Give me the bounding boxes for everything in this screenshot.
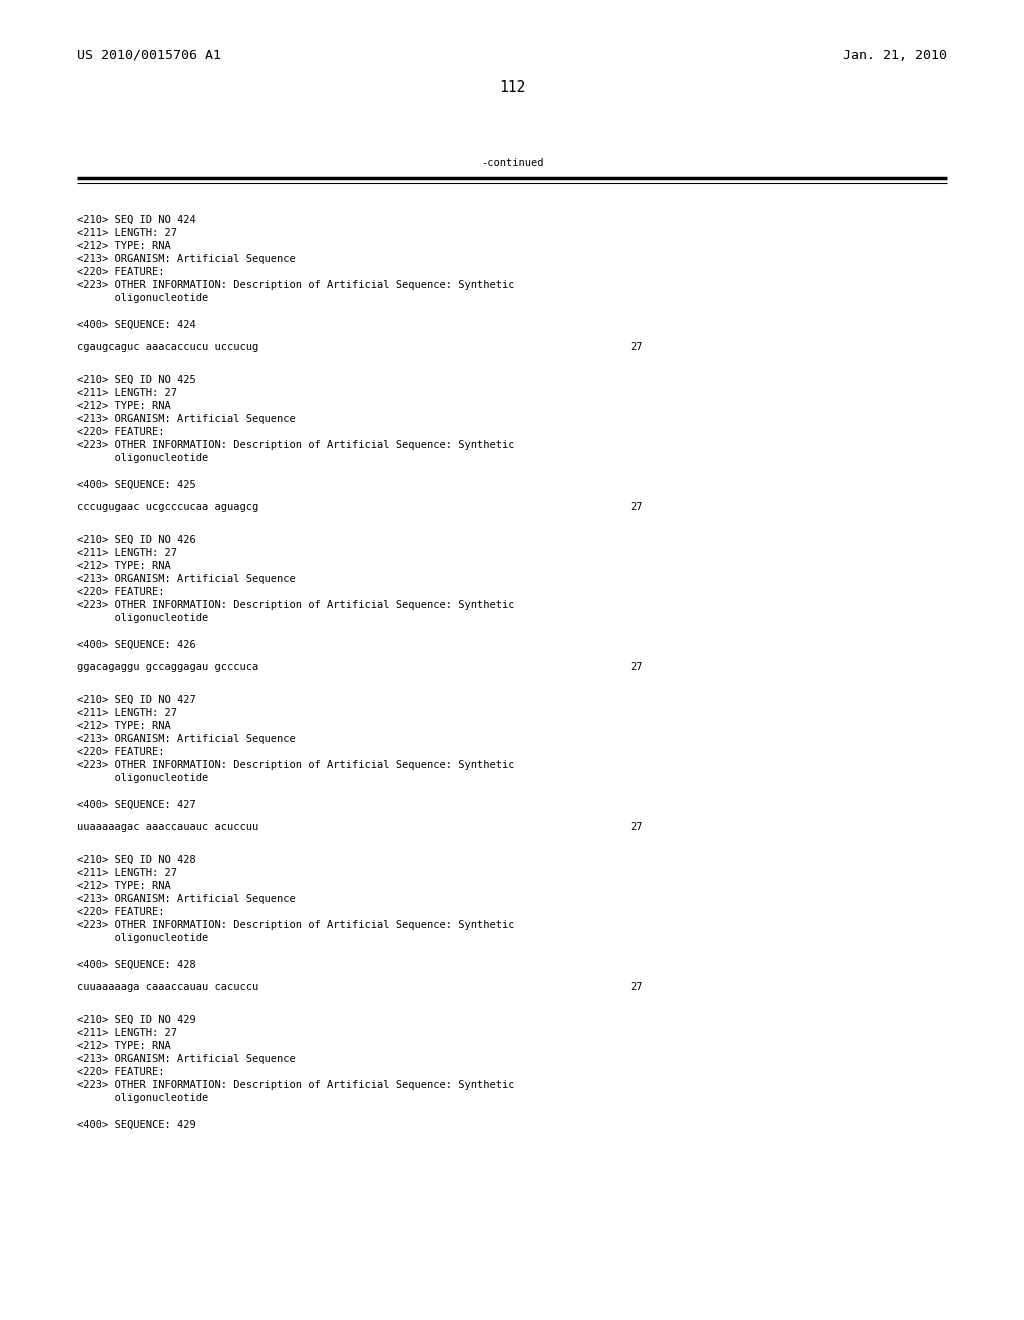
Text: <210> SEQ ID NO 426: <210> SEQ ID NO 426: [77, 535, 196, 545]
Text: <212> TYPE: RNA: <212> TYPE: RNA: [77, 880, 171, 891]
Text: oligonucleotide: oligonucleotide: [77, 293, 208, 304]
Text: <210> SEQ ID NO 425: <210> SEQ ID NO 425: [77, 375, 196, 385]
Text: ggacagaggu gccaggagau gcccuca: ggacagaggu gccaggagau gcccuca: [77, 663, 258, 672]
Text: US 2010/0015706 A1: US 2010/0015706 A1: [77, 49, 221, 62]
Text: <212> TYPE: RNA: <212> TYPE: RNA: [77, 1041, 171, 1051]
Text: <213> ORGANISM: Artificial Sequence: <213> ORGANISM: Artificial Sequence: [77, 414, 296, 424]
Text: <210> SEQ ID NO 429: <210> SEQ ID NO 429: [77, 1015, 196, 1026]
Text: <211> LENGTH: 27: <211> LENGTH: 27: [77, 869, 177, 878]
Text: <220> FEATURE:: <220> FEATURE:: [77, 587, 165, 597]
Text: <212> TYPE: RNA: <212> TYPE: RNA: [77, 242, 171, 251]
Text: uuaaaaagac aaaccauauc acuccuu: uuaaaaagac aaaccauauc acuccuu: [77, 822, 258, 832]
Text: <211> LENGTH: 27: <211> LENGTH: 27: [77, 548, 177, 558]
Text: <400> SEQUENCE: 427: <400> SEQUENCE: 427: [77, 800, 196, 810]
Text: <220> FEATURE:: <220> FEATURE:: [77, 907, 165, 917]
Text: <211> LENGTH: 27: <211> LENGTH: 27: [77, 1028, 177, 1038]
Text: <400> SEQUENCE: 424: <400> SEQUENCE: 424: [77, 319, 196, 330]
Text: <212> TYPE: RNA: <212> TYPE: RNA: [77, 721, 171, 731]
Text: <400> SEQUENCE: 429: <400> SEQUENCE: 429: [77, 1119, 196, 1130]
Text: -continued: -continued: [480, 158, 544, 168]
Text: <213> ORGANISM: Artificial Sequence: <213> ORGANISM: Artificial Sequence: [77, 894, 296, 904]
Text: <220> FEATURE:: <220> FEATURE:: [77, 426, 165, 437]
Text: 27: 27: [630, 822, 642, 832]
Text: oligonucleotide: oligonucleotide: [77, 612, 208, 623]
Text: <400> SEQUENCE: 426: <400> SEQUENCE: 426: [77, 640, 196, 649]
Text: <223> OTHER INFORMATION: Description of Artificial Sequence: Synthetic: <223> OTHER INFORMATION: Description of …: [77, 601, 514, 610]
Text: <220> FEATURE:: <220> FEATURE:: [77, 267, 165, 277]
Text: <213> ORGANISM: Artificial Sequence: <213> ORGANISM: Artificial Sequence: [77, 1053, 296, 1064]
Text: <212> TYPE: RNA: <212> TYPE: RNA: [77, 401, 171, 411]
Text: oligonucleotide: oligonucleotide: [77, 453, 208, 463]
Text: oligonucleotide: oligonucleotide: [77, 774, 208, 783]
Text: Jan. 21, 2010: Jan. 21, 2010: [843, 49, 947, 62]
Text: cccugugaac ucgcccucaa aguagcg: cccugugaac ucgcccucaa aguagcg: [77, 502, 258, 512]
Text: <223> OTHER INFORMATION: Description of Artificial Sequence: Synthetic: <223> OTHER INFORMATION: Description of …: [77, 920, 514, 931]
Text: <220> FEATURE:: <220> FEATURE:: [77, 747, 165, 756]
Text: cgaugcaguc aaacaccucu uccucug: cgaugcaguc aaacaccucu uccucug: [77, 342, 258, 352]
Text: 27: 27: [630, 982, 642, 993]
Text: <213> ORGANISM: Artificial Sequence: <213> ORGANISM: Artificial Sequence: [77, 574, 296, 583]
Text: <223> OTHER INFORMATION: Description of Artificial Sequence: Synthetic: <223> OTHER INFORMATION: Description of …: [77, 760, 514, 770]
Text: <212> TYPE: RNA: <212> TYPE: RNA: [77, 561, 171, 572]
Text: <223> OTHER INFORMATION: Description of Artificial Sequence: Synthetic: <223> OTHER INFORMATION: Description of …: [77, 280, 514, 290]
Text: <211> LENGTH: 27: <211> LENGTH: 27: [77, 388, 177, 399]
Text: <220> FEATURE:: <220> FEATURE:: [77, 1067, 165, 1077]
Text: <210> SEQ ID NO 427: <210> SEQ ID NO 427: [77, 696, 196, 705]
Text: <211> LENGTH: 27: <211> LENGTH: 27: [77, 228, 177, 238]
Text: <213> ORGANISM: Artificial Sequence: <213> ORGANISM: Artificial Sequence: [77, 734, 296, 744]
Text: 27: 27: [630, 342, 642, 352]
Text: <400> SEQUENCE: 428: <400> SEQUENCE: 428: [77, 960, 196, 970]
Text: <223> OTHER INFORMATION: Description of Artificial Sequence: Synthetic: <223> OTHER INFORMATION: Description of …: [77, 1080, 514, 1090]
Text: 112: 112: [499, 81, 525, 95]
Text: oligonucleotide: oligonucleotide: [77, 933, 208, 942]
Text: <223> OTHER INFORMATION: Description of Artificial Sequence: Synthetic: <223> OTHER INFORMATION: Description of …: [77, 440, 514, 450]
Text: 27: 27: [630, 502, 642, 512]
Text: <210> SEQ ID NO 424: <210> SEQ ID NO 424: [77, 215, 196, 224]
Text: <210> SEQ ID NO 428: <210> SEQ ID NO 428: [77, 855, 196, 865]
Text: <213> ORGANISM: Artificial Sequence: <213> ORGANISM: Artificial Sequence: [77, 253, 296, 264]
Text: <211> LENGTH: 27: <211> LENGTH: 27: [77, 708, 177, 718]
Text: 27: 27: [630, 663, 642, 672]
Text: <400> SEQUENCE: 425: <400> SEQUENCE: 425: [77, 480, 196, 490]
Text: cuuaaaaaga caaaccauau cacuccu: cuuaaaaaga caaaccauau cacuccu: [77, 982, 258, 993]
Text: oligonucleotide: oligonucleotide: [77, 1093, 208, 1104]
